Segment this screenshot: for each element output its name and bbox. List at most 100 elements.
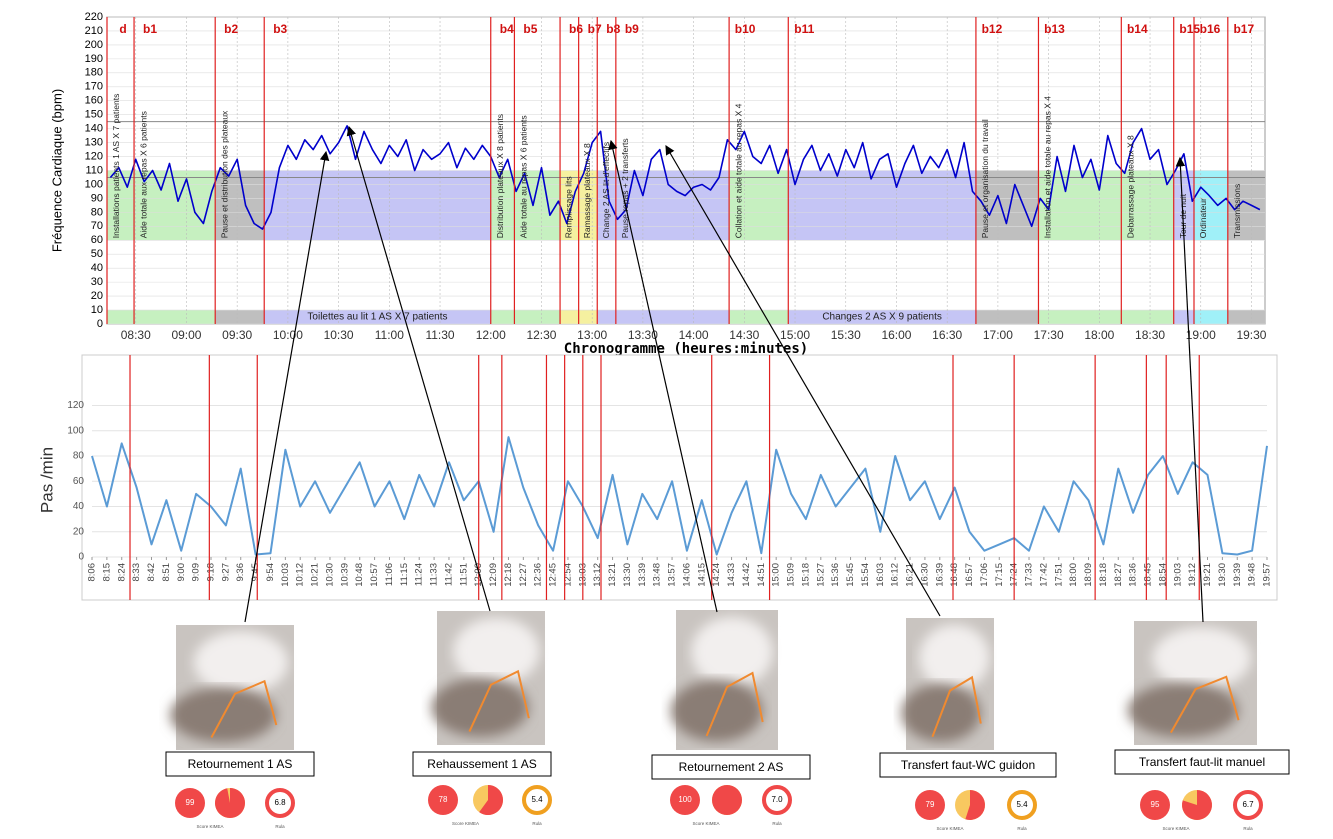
task-label: Retournement 2 AS [679, 760, 784, 774]
x-tick-label: 14:33 [726, 563, 737, 587]
x-tick-label: 15:54 [860, 563, 871, 587]
photo-blur [193, 631, 289, 694]
photo-blur [919, 624, 990, 691]
phase-label: b12 [982, 22, 1003, 36]
x-tick-label: 9:18 [206, 563, 217, 582]
x-tick-label: 11:30 [425, 328, 454, 342]
y-tick-label: 0 [78, 552, 84, 563]
phase-label: b3 [273, 22, 287, 36]
x-tick-label: 17:51 [1053, 563, 1064, 587]
x-tick-label: 8:15 [101, 563, 112, 582]
x-tick-label: 9:00 [176, 563, 187, 582]
score-value: 78 [439, 795, 448, 804]
activity-label: Ordinateur [1198, 198, 1208, 238]
activity-label: Debarrassage plateaux X 8 [1126, 135, 1136, 238]
x-tick-label: 18:18 [1098, 563, 1109, 587]
y-tick-label: 100 [67, 425, 84, 436]
phase-strip [578, 310, 598, 324]
phase-strip [107, 310, 135, 324]
arrow [1175, 156, 1204, 623]
x-tick-label: 15:00 [771, 563, 782, 587]
score-caption: Score KIMEA [1162, 826, 1189, 831]
rula-caption: Rula [1243, 826, 1253, 831]
score-value: 100 [678, 795, 692, 804]
score-caption: Score KIMEA [936, 826, 963, 831]
x-axis-label: Chronogramme (heures:minutes) [564, 341, 808, 357]
y-tick-label: 220 [85, 11, 103, 23]
x-tick-label: 19:57 [1262, 563, 1273, 587]
phase-strip [1038, 310, 1122, 324]
x-tick-label: 12:36 [533, 563, 544, 587]
phase-label: b10 [735, 22, 756, 36]
rula-ring [1007, 790, 1037, 820]
photos: Retournement 1 AS 99 6.8 Score KIMEA Rula Reh… [165, 610, 1290, 831]
x-tick-label: 19:03 [1172, 563, 1183, 587]
phase-strip [1173, 310, 1194, 324]
phase-label: b15 [1179, 22, 1200, 36]
phase-label: b2 [224, 22, 238, 36]
x-tick-label: 14:30 [729, 328, 759, 342]
task-label-box [1114, 749, 1290, 775]
x-tick-label: 18:00 [1084, 328, 1114, 342]
rula-caption: Rula [772, 821, 782, 826]
phase-strip [1227, 310, 1265, 324]
phase-strip [1193, 310, 1228, 324]
x-tick-label: 14:42 [741, 563, 752, 587]
y-tick-label: 70 [91, 220, 103, 232]
x-tick-label: 14:00 [679, 328, 709, 342]
pie-slice [1182, 790, 1212, 821]
x-tick-label: 12:18 [503, 563, 514, 587]
activity-label: Installations patients 1 AS X 7 patients [111, 94, 121, 239]
rula-value: 7.0 [771, 795, 783, 804]
x-tick-label: 10:30 [324, 563, 335, 587]
x-tick-label: 10:39 [339, 563, 350, 587]
phase-band [490, 170, 515, 241]
x-tick-label: 17:15 [994, 563, 1005, 587]
y-tick-label: 20 [91, 290, 103, 302]
y-tick-label: 50 [91, 248, 103, 260]
pie-slice [214, 788, 245, 818]
phase-band [615, 170, 730, 241]
x-tick-label: 11:00 [375, 328, 404, 342]
score-value: 95 [1151, 800, 1160, 809]
phase-band [729, 170, 789, 241]
rula-value: 6.8 [274, 798, 286, 807]
phase-band [597, 170, 616, 241]
task-label: Rehaussement 1 AS [427, 757, 536, 771]
phase-strip [975, 310, 1039, 324]
phase-strip [514, 310, 561, 324]
x-tick-label: 11:51 [458, 563, 469, 586]
y-tick-label: 80 [73, 451, 85, 462]
phase-label: b14 [1127, 22, 1148, 36]
phase-label: d [119, 22, 126, 36]
rula-caption: Rula [1017, 826, 1027, 831]
rula-ring [1233, 790, 1263, 820]
phase-band [514, 170, 561, 241]
activity-label: Change 2 AS lit d'effectifs [601, 142, 611, 238]
task-label: Retournement 1 AS [188, 757, 293, 771]
x-tick-label: 16:00 [881, 328, 911, 342]
phase-label: b4 [500, 22, 514, 36]
x-tick-label: 13:21 [607, 563, 618, 587]
score-circle [428, 785, 458, 815]
phase-band [134, 170, 216, 241]
x-tick-label: 18:09 [1083, 563, 1094, 587]
task-label-box [412, 751, 552, 777]
x-tick-label: 12:09 [488, 563, 499, 587]
y-tick-label: 90 [91, 192, 103, 204]
phase-strip [729, 310, 789, 324]
x-tick-label: 16:39 [934, 563, 945, 587]
arrow [608, 139, 718, 613]
activity-label: Aide totale aux repas X 6 patients [138, 111, 148, 238]
phase-label: b11 [794, 22, 814, 36]
x-tick-label: 18:00 [1068, 563, 1079, 587]
x-tick-label: 15:18 [800, 563, 811, 587]
strip-label: Changes 2 AS X 9 patients [822, 312, 942, 323]
activity-label: Pause repas + 2 transferts [620, 138, 630, 238]
score-value: 79 [926, 800, 935, 809]
x-tick-label: 09:00 [171, 328, 201, 342]
y-tick-label: 120 [85, 150, 103, 162]
y-tick-label: 130 [85, 136, 103, 148]
x-tick-label: 09:30 [222, 328, 252, 342]
x-tick-label: 10:12 [295, 563, 306, 587]
